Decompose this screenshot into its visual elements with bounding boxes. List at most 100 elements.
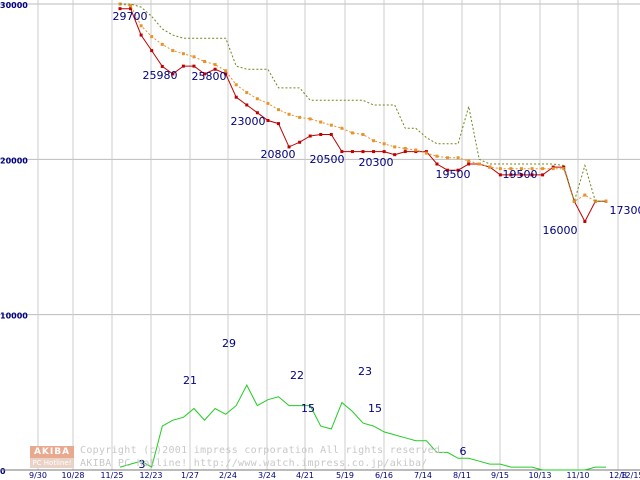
series-1-point [372,139,376,143]
series-1-point [266,101,270,105]
data-label: 3 [139,458,146,471]
series-1-point [530,167,534,171]
x-tick-label: 9/15 [491,471,509,480]
series-1-point [181,52,185,56]
series-1-point [435,154,439,158]
series-1-point [583,193,587,197]
series-0-point [234,95,238,99]
series-0-point [446,168,450,172]
data-label: 15 [368,402,382,415]
series-1-point [350,131,354,135]
series-1-point [446,156,450,160]
data-label: 25980 [143,69,178,82]
data-label: 16000 [543,224,578,237]
series-0-point [456,168,460,172]
series-1-point [572,199,576,203]
data-label: 20500 [310,153,345,166]
series-1-point [382,142,386,146]
series-1-point [192,55,196,59]
series-0-point [519,173,523,177]
series-0-point [530,173,534,177]
data-label: 6 [460,445,467,458]
data-label: 25800 [192,70,227,83]
data-label: 20800 [261,148,296,161]
series-0-point [171,72,175,76]
series-1-point [129,4,133,8]
series-1-point [150,35,154,39]
data-label: 23000 [231,115,266,128]
series-1-point [224,69,228,73]
x-tick-label: 12/8 [609,471,627,480]
series-1-point [477,162,481,166]
series-0-point [308,134,312,138]
series-0-point [276,122,280,126]
series-0-point [424,150,428,154]
data-label: 20300 [359,156,394,169]
data-label: 22 [290,369,304,382]
chart-annotations: 29700 25980 25800 23000 20800 20500 20300 19500… [113,10,640,471]
x-tick-label: 2/24 [219,471,237,480]
series-0-point [118,7,122,11]
series-0-point [435,162,439,166]
series-1-point [245,91,249,95]
series-1-point [509,167,513,171]
series-1-point [393,145,397,149]
series-1-point [298,115,302,119]
y-tick-label: 0 [0,467,6,476]
series-1-point [467,159,471,163]
series-1-point [541,167,545,171]
series-0-point [203,72,207,76]
series-1-point [213,63,217,67]
series-0-point [266,119,270,122]
series-1-point [519,167,523,171]
x-tick-label: 10/13 [528,471,551,480]
x-tick-label: 9/30 [29,471,47,480]
data-label: 19500 [436,168,471,181]
series-0-point [181,64,185,68]
x-tick-label: 7/14 [414,471,432,480]
x-tick-label: 3/24 [258,471,276,480]
series-0-point [467,162,471,166]
series-0-point [541,173,545,177]
series-0-point [562,165,566,169]
logo-text-top: AKIBA [30,446,74,458]
series-1-point [361,132,365,136]
series-1-point [171,49,175,53]
copyright-watermark: Copyright (c)2001 impress corporation Al… [80,445,447,456]
series-line-3 [119,384,606,471]
series-1-point [329,123,333,127]
x-tick-label: 12/23 [139,471,162,480]
series-line-0 [120,8,606,223]
series-1-point [255,97,259,101]
series-0-point [583,219,587,223]
series-1-point [562,167,566,171]
series-line-1 [119,3,606,203]
series-0-point [382,150,386,154]
series-1-point [139,24,143,28]
x-tick-label: 11/25 [100,471,123,480]
series-1-point [234,83,238,87]
series-1-point [424,151,428,155]
series-1-point [160,42,164,46]
series-1-point [276,108,280,112]
x-tick-label: 1/27 [181,471,199,480]
series-0-point [551,165,555,169]
y-tick-label: 20000 [0,156,28,165]
series-1-point [203,59,207,63]
x-tick-label: 5/19 [336,471,354,480]
series-1-point [340,126,344,130]
series-1-point [414,148,418,152]
y-tick-label: 10000 [0,312,28,321]
data-label: 23 [358,365,372,378]
data-label: 21 [183,374,197,387]
series-0-point [150,49,154,53]
series-1-point [456,156,460,160]
series-0-point [224,72,228,76]
series-0-point [340,150,344,154]
series-1-point [319,120,323,124]
series-0-point [287,145,291,149]
data-label: 15 [301,402,315,415]
